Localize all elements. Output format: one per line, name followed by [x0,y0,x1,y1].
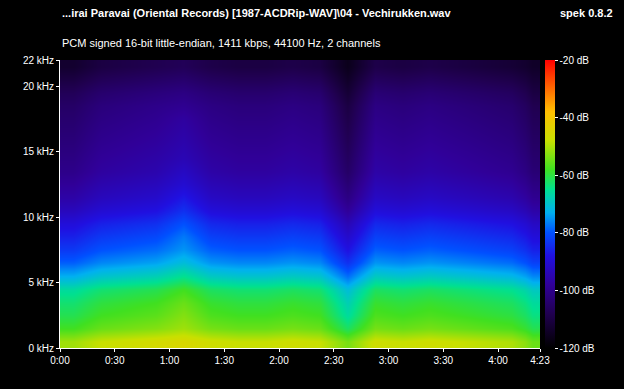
svg-text:4:23: 4:23 [530,355,550,366]
svg-text:4:00: 4:00 [488,355,508,366]
svg-text:-100 dB: -100 dB [560,285,595,296]
svg-text:20 kHz: 20 kHz [23,81,54,92]
svg-text:1:00: 1:00 [160,355,180,366]
svg-text:-20 dB: -20 dB [560,55,590,66]
svg-text:3:30: 3:30 [434,355,454,366]
svg-text:22 kHz: 22 kHz [23,55,54,66]
svg-text:0:00: 0:00 [50,355,70,366]
svg-text:PCM signed 16-bit little-endia: PCM signed 16-bit little-endian, 1411 kb… [62,37,381,49]
svg-text:-80 dB: -80 dB [560,227,590,238]
svg-text:-60 dB: -60 dB [560,170,590,181]
svg-text:2:00: 2:00 [269,355,289,366]
svg-text:3:00: 3:00 [379,355,399,366]
svg-text:-40 dB: -40 dB [560,112,590,123]
svg-text:1:30: 1:30 [215,355,235,366]
svg-text:0 kHz: 0 kHz [28,343,54,354]
svg-text:5 kHz: 5 kHz [28,277,54,288]
svg-text:-120 dB: -120 dB [560,343,595,354]
svg-text:...irai Paravai (Oriental Reco: ...irai Paravai (Oriental Records) [1987… [62,7,451,19]
svg-text:15 kHz: 15 kHz [23,146,54,157]
svg-text:0:30: 0:30 [105,355,125,366]
svg-text:2:30: 2:30 [324,355,344,366]
svg-text:spek 0.8.2: spek 0.8.2 [560,7,613,19]
svg-text:10 kHz: 10 kHz [23,212,54,223]
